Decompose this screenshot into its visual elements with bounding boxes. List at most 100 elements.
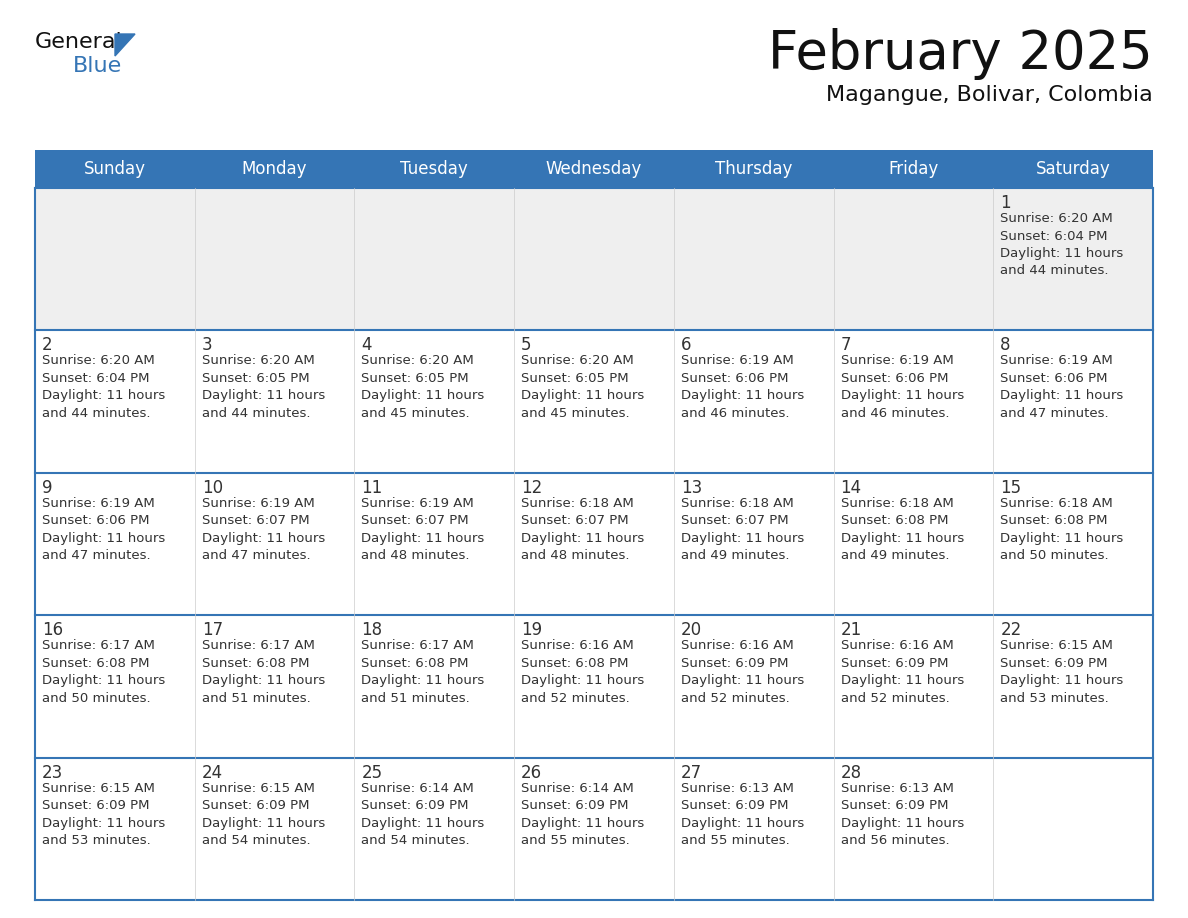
Bar bbox=[34, 150, 1154, 188]
Bar bbox=[514, 330, 674, 473]
Text: Sunrise: 6:13 AM
Sunset: 6:09 PM
Daylight: 11 hours
and 56 minutes.: Sunrise: 6:13 AM Sunset: 6:09 PM Dayligh… bbox=[841, 781, 963, 847]
Bar bbox=[354, 188, 514, 330]
Bar bbox=[354, 473, 514, 615]
Text: 1: 1 bbox=[1000, 194, 1011, 212]
Text: Magangue, Bolivar, Colombia: Magangue, Bolivar, Colombia bbox=[826, 85, 1154, 105]
Text: 15: 15 bbox=[1000, 479, 1022, 497]
Bar bbox=[674, 757, 834, 900]
Text: Sunrise: 6:14 AM
Sunset: 6:09 PM
Daylight: 11 hours
and 54 minutes.: Sunrise: 6:14 AM Sunset: 6:09 PM Dayligh… bbox=[361, 781, 485, 847]
Text: Sunrise: 6:20 AM
Sunset: 6:05 PM
Daylight: 11 hours
and 45 minutes.: Sunrise: 6:20 AM Sunset: 6:05 PM Dayligh… bbox=[522, 354, 644, 420]
Bar bbox=[195, 473, 354, 615]
Bar bbox=[834, 757, 993, 900]
Text: Thursday: Thursday bbox=[715, 160, 792, 178]
Text: 2: 2 bbox=[42, 336, 52, 354]
Text: Sunrise: 6:20 AM
Sunset: 6:05 PM
Daylight: 11 hours
and 44 minutes.: Sunrise: 6:20 AM Sunset: 6:05 PM Dayligh… bbox=[202, 354, 326, 420]
Text: 25: 25 bbox=[361, 764, 383, 781]
Bar bbox=[354, 757, 514, 900]
Polygon shape bbox=[115, 34, 135, 56]
Text: 16: 16 bbox=[42, 621, 63, 639]
Text: 13: 13 bbox=[681, 479, 702, 497]
Text: 28: 28 bbox=[841, 764, 861, 781]
Text: Sunrise: 6:17 AM
Sunset: 6:08 PM
Daylight: 11 hours
and 50 minutes.: Sunrise: 6:17 AM Sunset: 6:08 PM Dayligh… bbox=[42, 639, 165, 705]
Text: Sunrise: 6:15 AM
Sunset: 6:09 PM
Daylight: 11 hours
and 53 minutes.: Sunrise: 6:15 AM Sunset: 6:09 PM Dayligh… bbox=[42, 781, 165, 847]
Bar bbox=[354, 615, 514, 757]
Text: 12: 12 bbox=[522, 479, 543, 497]
Text: Sunrise: 6:17 AM
Sunset: 6:08 PM
Daylight: 11 hours
and 51 minutes.: Sunrise: 6:17 AM Sunset: 6:08 PM Dayligh… bbox=[202, 639, 326, 705]
Text: Blue: Blue bbox=[72, 56, 122, 76]
Text: Sunrise: 6:19 AM
Sunset: 6:06 PM
Daylight: 11 hours
and 46 minutes.: Sunrise: 6:19 AM Sunset: 6:06 PM Dayligh… bbox=[841, 354, 963, 420]
Text: 24: 24 bbox=[202, 764, 223, 781]
Bar bbox=[674, 330, 834, 473]
Bar bbox=[34, 330, 195, 473]
Bar bbox=[674, 473, 834, 615]
Bar bbox=[34, 615, 195, 757]
Text: 19: 19 bbox=[522, 621, 542, 639]
Text: 20: 20 bbox=[681, 621, 702, 639]
Text: 6: 6 bbox=[681, 336, 691, 354]
Text: Sunrise: 6:13 AM
Sunset: 6:09 PM
Daylight: 11 hours
and 55 minutes.: Sunrise: 6:13 AM Sunset: 6:09 PM Dayligh… bbox=[681, 781, 804, 847]
Bar bbox=[34, 473, 195, 615]
Text: Sunrise: 6:19 AM
Sunset: 6:06 PM
Daylight: 11 hours
and 47 minutes.: Sunrise: 6:19 AM Sunset: 6:06 PM Dayligh… bbox=[42, 497, 165, 563]
Bar bbox=[993, 473, 1154, 615]
Text: Sunrise: 6:14 AM
Sunset: 6:09 PM
Daylight: 11 hours
and 55 minutes.: Sunrise: 6:14 AM Sunset: 6:09 PM Dayligh… bbox=[522, 781, 644, 847]
Text: 8: 8 bbox=[1000, 336, 1011, 354]
Text: Sunrise: 6:19 AM
Sunset: 6:07 PM
Daylight: 11 hours
and 47 minutes.: Sunrise: 6:19 AM Sunset: 6:07 PM Dayligh… bbox=[202, 497, 326, 563]
Text: 7: 7 bbox=[841, 336, 851, 354]
Bar bbox=[354, 330, 514, 473]
Text: Sunday: Sunday bbox=[84, 160, 146, 178]
Bar bbox=[514, 473, 674, 615]
Text: 27: 27 bbox=[681, 764, 702, 781]
Bar bbox=[514, 188, 674, 330]
Text: Sunrise: 6:17 AM
Sunset: 6:08 PM
Daylight: 11 hours
and 51 minutes.: Sunrise: 6:17 AM Sunset: 6:08 PM Dayligh… bbox=[361, 639, 485, 705]
Bar bbox=[195, 615, 354, 757]
Text: Sunrise: 6:20 AM
Sunset: 6:04 PM
Daylight: 11 hours
and 44 minutes.: Sunrise: 6:20 AM Sunset: 6:04 PM Dayligh… bbox=[42, 354, 165, 420]
Text: Friday: Friday bbox=[889, 160, 939, 178]
Text: 11: 11 bbox=[361, 479, 383, 497]
Text: General: General bbox=[34, 32, 122, 52]
Text: 26: 26 bbox=[522, 764, 542, 781]
Text: Sunrise: 6:19 AM
Sunset: 6:07 PM
Daylight: 11 hours
and 48 minutes.: Sunrise: 6:19 AM Sunset: 6:07 PM Dayligh… bbox=[361, 497, 485, 563]
Text: Sunrise: 6:16 AM
Sunset: 6:08 PM
Daylight: 11 hours
and 52 minutes.: Sunrise: 6:16 AM Sunset: 6:08 PM Dayligh… bbox=[522, 639, 644, 705]
Text: 23: 23 bbox=[42, 764, 63, 781]
Text: Sunrise: 6:20 AM
Sunset: 6:05 PM
Daylight: 11 hours
and 45 minutes.: Sunrise: 6:20 AM Sunset: 6:05 PM Dayligh… bbox=[361, 354, 485, 420]
Bar bbox=[993, 330, 1154, 473]
Text: 3: 3 bbox=[202, 336, 213, 354]
Bar bbox=[514, 615, 674, 757]
Bar bbox=[993, 757, 1154, 900]
Text: Saturday: Saturday bbox=[1036, 160, 1111, 178]
Text: 17: 17 bbox=[202, 621, 223, 639]
Bar bbox=[993, 615, 1154, 757]
Bar bbox=[834, 188, 993, 330]
Text: 9: 9 bbox=[42, 479, 52, 497]
Bar bbox=[674, 188, 834, 330]
Text: 22: 22 bbox=[1000, 621, 1022, 639]
Bar bbox=[195, 757, 354, 900]
Text: Tuesday: Tuesday bbox=[400, 160, 468, 178]
Text: 5: 5 bbox=[522, 336, 532, 354]
Text: 14: 14 bbox=[841, 479, 861, 497]
Text: Sunrise: 6:18 AM
Sunset: 6:07 PM
Daylight: 11 hours
and 48 minutes.: Sunrise: 6:18 AM Sunset: 6:07 PM Dayligh… bbox=[522, 497, 644, 563]
Bar bbox=[514, 757, 674, 900]
Text: Sunrise: 6:16 AM
Sunset: 6:09 PM
Daylight: 11 hours
and 52 minutes.: Sunrise: 6:16 AM Sunset: 6:09 PM Dayligh… bbox=[841, 639, 963, 705]
Text: Sunrise: 6:19 AM
Sunset: 6:06 PM
Daylight: 11 hours
and 46 minutes.: Sunrise: 6:19 AM Sunset: 6:06 PM Dayligh… bbox=[681, 354, 804, 420]
Bar bbox=[834, 473, 993, 615]
Bar bbox=[34, 188, 195, 330]
Text: Sunrise: 6:16 AM
Sunset: 6:09 PM
Daylight: 11 hours
and 52 minutes.: Sunrise: 6:16 AM Sunset: 6:09 PM Dayligh… bbox=[681, 639, 804, 705]
Text: Sunrise: 6:15 AM
Sunset: 6:09 PM
Daylight: 11 hours
and 54 minutes.: Sunrise: 6:15 AM Sunset: 6:09 PM Dayligh… bbox=[202, 781, 326, 847]
Bar bbox=[34, 757, 195, 900]
Text: February 2025: February 2025 bbox=[769, 28, 1154, 80]
Text: 21: 21 bbox=[841, 621, 861, 639]
Text: Sunrise: 6:18 AM
Sunset: 6:07 PM
Daylight: 11 hours
and 49 minutes.: Sunrise: 6:18 AM Sunset: 6:07 PM Dayligh… bbox=[681, 497, 804, 563]
Bar bbox=[195, 330, 354, 473]
Text: Sunrise: 6:19 AM
Sunset: 6:06 PM
Daylight: 11 hours
and 47 minutes.: Sunrise: 6:19 AM Sunset: 6:06 PM Dayligh… bbox=[1000, 354, 1124, 420]
Text: Monday: Monday bbox=[242, 160, 308, 178]
Text: 10: 10 bbox=[202, 479, 223, 497]
Text: 18: 18 bbox=[361, 621, 383, 639]
Text: Sunrise: 6:18 AM
Sunset: 6:08 PM
Daylight: 11 hours
and 50 minutes.: Sunrise: 6:18 AM Sunset: 6:08 PM Dayligh… bbox=[1000, 497, 1124, 563]
Bar bbox=[674, 615, 834, 757]
Text: Sunrise: 6:20 AM
Sunset: 6:04 PM
Daylight: 11 hours
and 44 minutes.: Sunrise: 6:20 AM Sunset: 6:04 PM Dayligh… bbox=[1000, 212, 1124, 277]
Bar bbox=[834, 330, 993, 473]
Bar bbox=[195, 188, 354, 330]
Text: Wednesday: Wednesday bbox=[545, 160, 643, 178]
Text: Sunrise: 6:15 AM
Sunset: 6:09 PM
Daylight: 11 hours
and 53 minutes.: Sunrise: 6:15 AM Sunset: 6:09 PM Dayligh… bbox=[1000, 639, 1124, 705]
